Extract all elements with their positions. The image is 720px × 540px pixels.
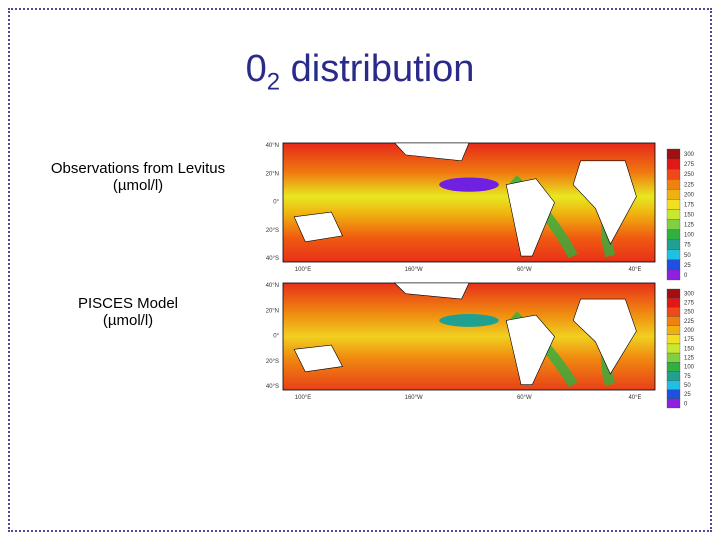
colorbar-label: 225 — [684, 182, 695, 188]
colorbar-label: 150 — [684, 346, 695, 352]
colorbar-label: 225 — [684, 319, 695, 325]
colorbar-label: 250 — [684, 310, 695, 316]
colorbar-label: 0 — [684, 273, 688, 279]
lat-label: 40°N — [266, 283, 279, 289]
colorbar-cell — [666, 179, 681, 190]
lat-label: 20°N — [266, 308, 279, 314]
colorbar-cell — [666, 288, 681, 299]
label: Observations from Levitus — [50, 160, 226, 177]
colorbar-label: 175 — [684, 337, 695, 343]
lat-label: 20°S — [266, 359, 279, 365]
colorbar-cell — [666, 158, 681, 170]
colorbar-cell — [666, 307, 681, 317]
land — [572, 160, 637, 245]
colorbar-label: 175 — [684, 202, 695, 208]
lat-label: 40°N — [266, 143, 279, 149]
colorbar-label: 75 — [684, 374, 691, 380]
lat-label: 40°S — [266, 256, 279, 262]
colorbar-cell — [666, 298, 681, 308]
upwelling — [439, 177, 499, 192]
colorbar-cell — [666, 229, 681, 240]
colorbar-cell — [666, 316, 681, 326]
title: 02 distribution — [0, 48, 720, 97]
unit: (µmol/l) — [112, 177, 164, 194]
colorbar-cell — [666, 398, 681, 409]
lat-label: 0° — [273, 200, 279, 206]
title-text: distribution — [290, 48, 475, 90]
colorbar-label: 275 — [684, 162, 695, 168]
colorbar-label: 200 — [684, 328, 695, 334]
lat-label: 20°N — [266, 171, 279, 177]
lon-label: 160°W — [405, 395, 423, 401]
colorbar-label: 100 — [684, 233, 695, 239]
panel-label: Observations from Levitus (µmol/l) — [28, 160, 248, 194]
colorbar-label: 100 — [684, 365, 695, 371]
lat-label: 20°S — [266, 228, 279, 234]
colorbar-cell — [666, 269, 681, 281]
lat-label: 0° — [273, 334, 279, 340]
lon-label: 60°W — [517, 395, 532, 401]
unit: (µmol/l) — [102, 312, 154, 329]
land — [505, 314, 555, 385]
colorbar-cell — [666, 219, 681, 230]
lon-label: 160°W — [405, 267, 423, 273]
lon-label: 100°E — [295, 267, 311, 273]
colorbar-cell — [666, 343, 681, 354]
lon-label: 40°E — [628, 267, 641, 273]
slide-border — [8, 8, 712, 532]
lat-label: 40°S — [266, 384, 279, 390]
colorbar-label: 25 — [684, 263, 691, 269]
colorbar-label: 250 — [684, 172, 695, 178]
label: PISCES Model — [77, 295, 179, 312]
colorbar-label: 75 — [684, 243, 691, 249]
colorbar-cell — [666, 249, 681, 260]
title-subscript: 2 — [266, 68, 281, 96]
colorbar-cell — [666, 334, 681, 345]
title-base: 0 — [245, 48, 267, 90]
lon-label: 100°E — [295, 395, 311, 401]
colorbar-label: 50 — [684, 383, 691, 389]
colorbar-cell — [666, 371, 681, 381]
land — [293, 344, 343, 373]
colorbar-label: 200 — [684, 192, 695, 198]
lon-label: 60°W — [517, 267, 532, 273]
colorbar-cell — [666, 209, 681, 220]
land — [505, 178, 555, 257]
colorbar-cell — [666, 148, 681, 160]
colorbar-cell — [666, 189, 681, 200]
land — [393, 282, 470, 300]
colorbar-label: 125 — [684, 223, 695, 229]
colorbar-label: 25 — [684, 392, 691, 398]
upwelling — [439, 314, 499, 327]
land — [572, 298, 637, 375]
colorbar-cell — [666, 199, 681, 210]
colorbar-label: 50 — [684, 253, 691, 259]
lon-label: 40°E — [628, 395, 641, 401]
colorbar-cell — [666, 169, 681, 180]
colorbar-label: 275 — [684, 301, 695, 307]
colorbar-cell — [666, 352, 681, 363]
colorbar-label: 125 — [684, 355, 695, 361]
colorbar-label: 150 — [684, 213, 695, 219]
colorbar-cell — [666, 239, 681, 250]
land — [393, 142, 470, 162]
land — [293, 211, 343, 243]
colorbar-label: 300 — [684, 291, 695, 297]
colorbar-cell — [666, 325, 681, 335]
panel-label: PISCES Model (µmol/l) — [28, 295, 228, 329]
colorbar-label: 0 — [684, 401, 688, 407]
colorbar-label: 300 — [684, 152, 695, 158]
colorbar-cell — [666, 380, 681, 390]
colorbar-cell — [666, 362, 681, 372]
colorbar-cell — [666, 389, 681, 399]
colorbar-cell — [666, 259, 681, 271]
